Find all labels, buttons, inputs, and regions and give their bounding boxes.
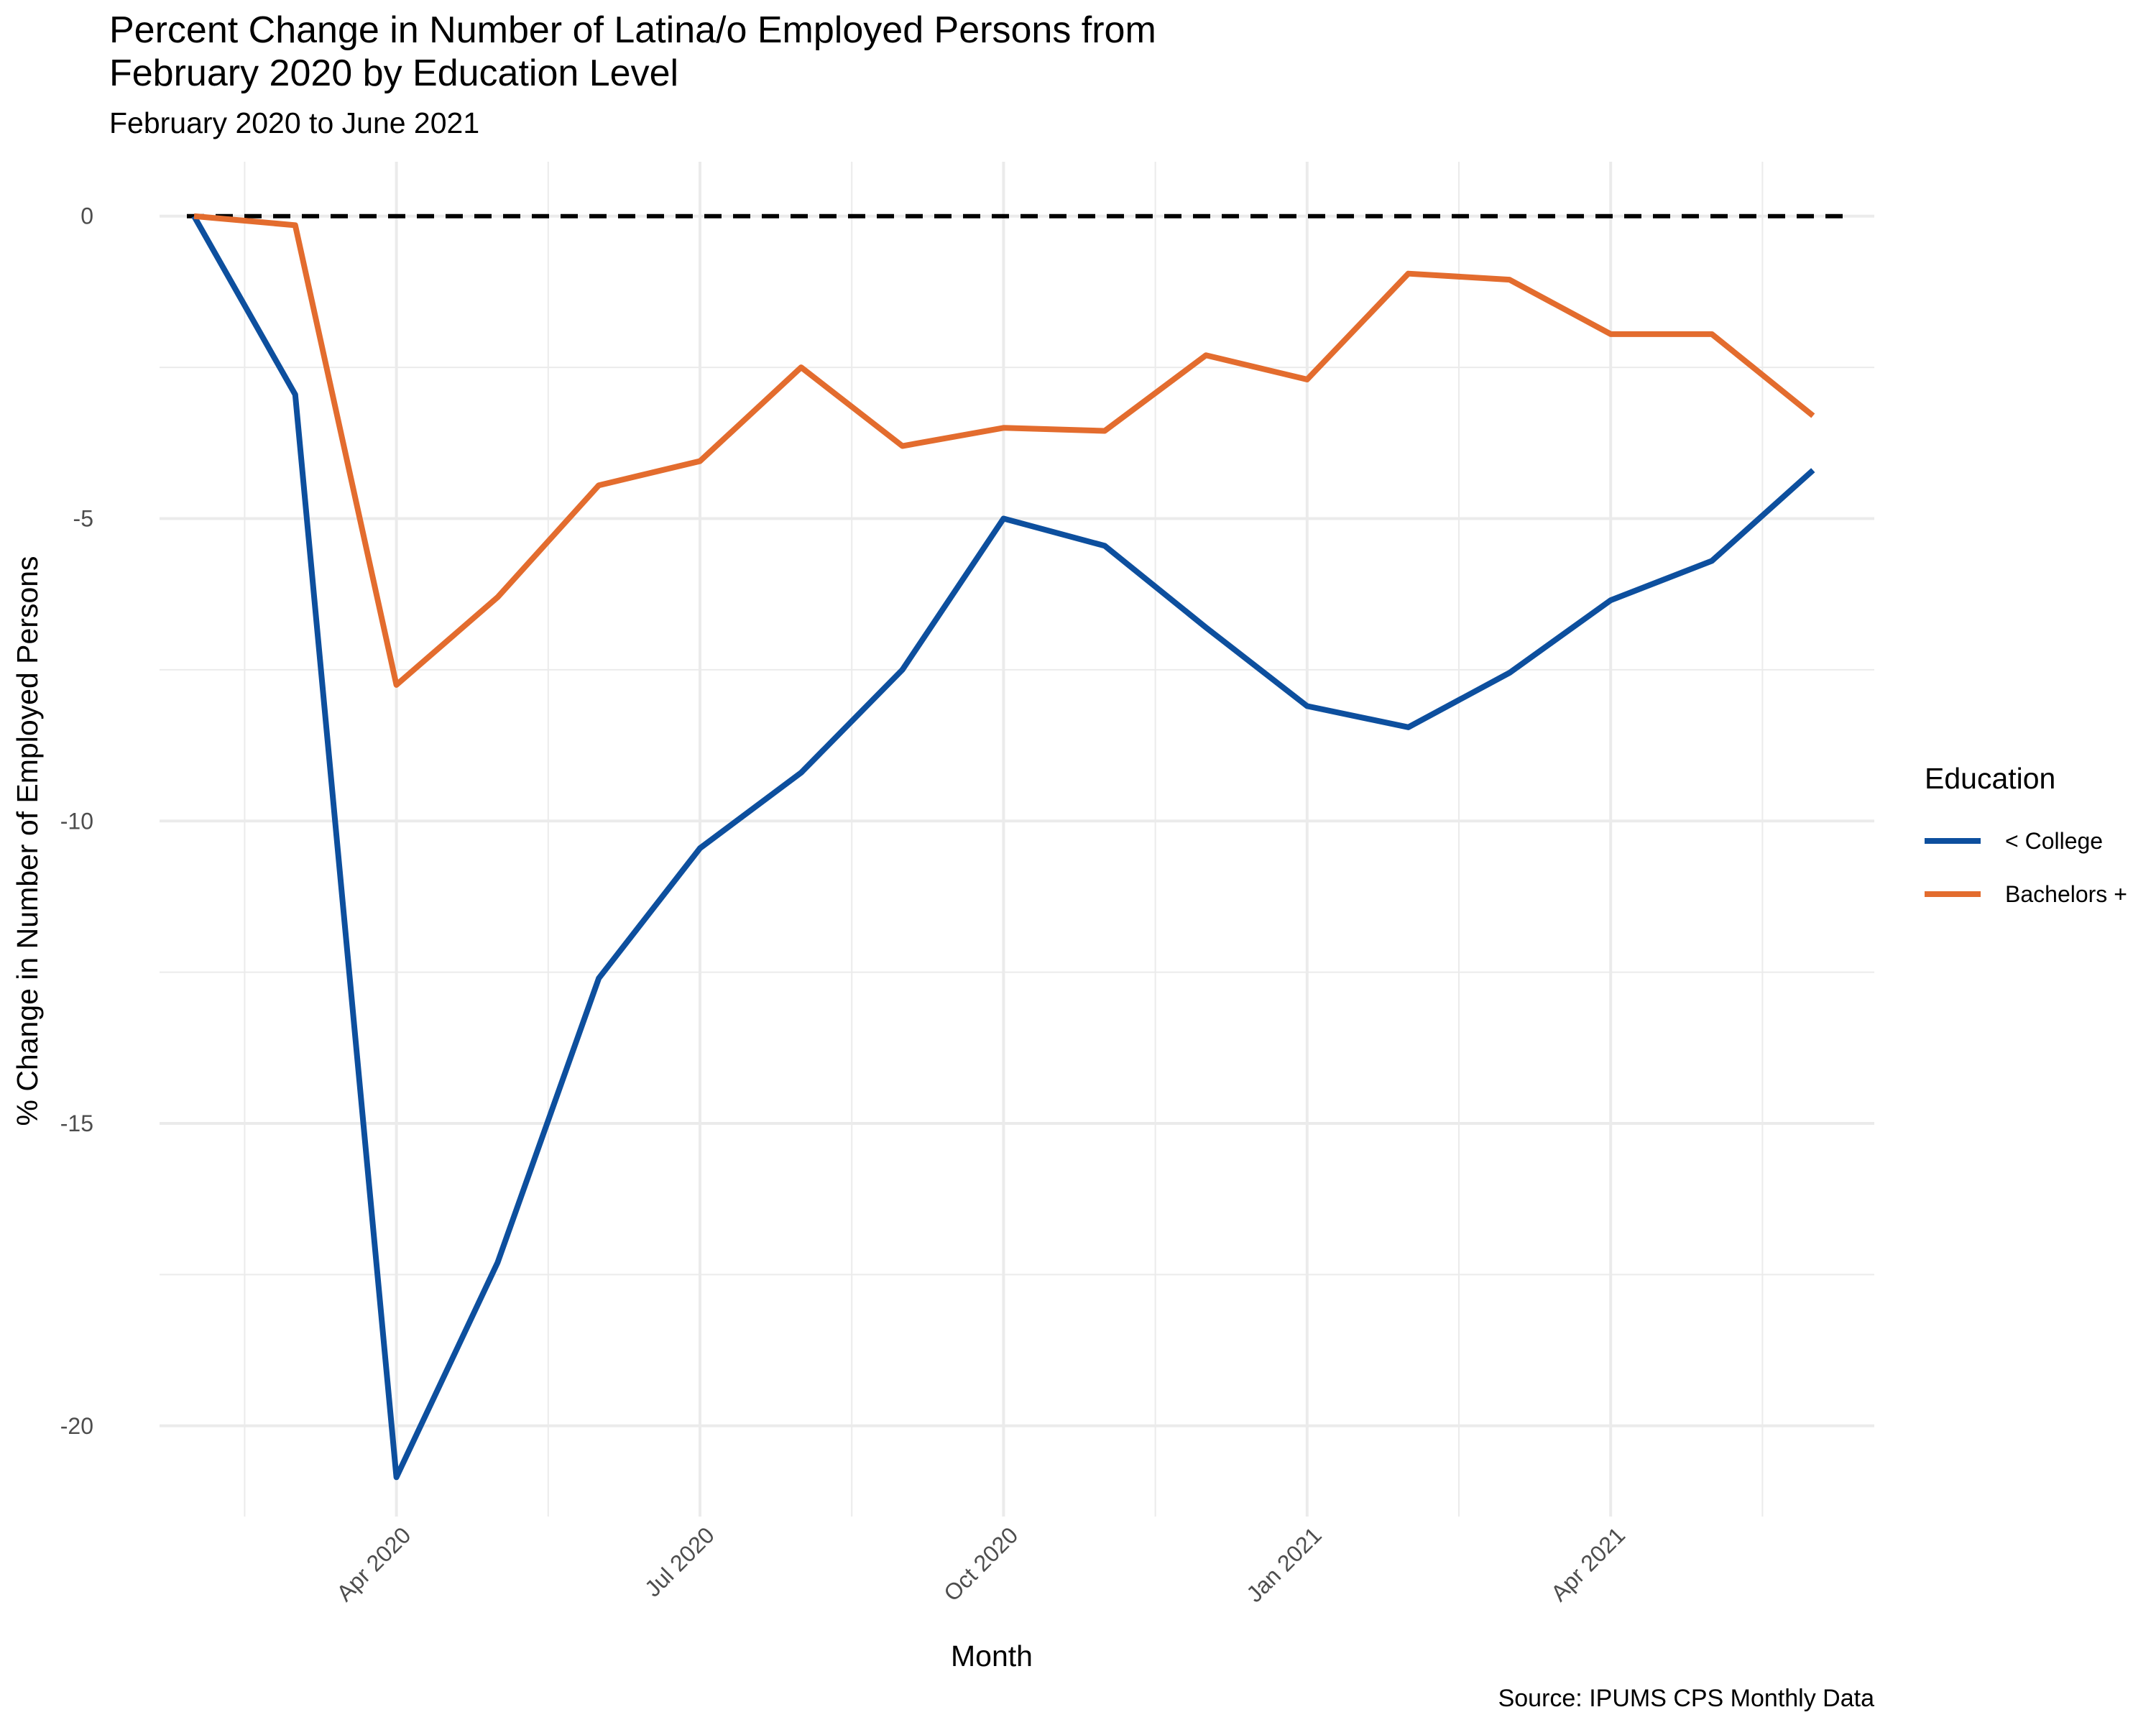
legend-item-college: < College [1925,814,2127,868]
chart-subtitle: February 2020 to June 2021 [109,106,480,139]
x-tick-label: Apr 2021 [1546,1522,1630,1606]
chart-title-line1: Percent Change in Number of Latina/o Emp… [109,9,1156,51]
legend-item-bachelors: Bachelors + [1925,868,2127,921]
chart-title: Percent Change in Number of Latina/o Emp… [109,9,1156,95]
chart-title-line2: February 2020 by Education Level [109,52,679,94]
y-tick-label: -20 [60,1413,93,1439]
x-axis-title: Month [951,1639,1033,1673]
x-tick-label: Apr 2020 [331,1522,415,1606]
x-tick-label: Oct 2020 [939,1522,1023,1606]
legend-key-bachelors [1925,891,1981,897]
y-axis-ticks: 0 -5 -10 -15 -20 [60,203,93,1439]
y-tick-label: -5 [73,505,93,531]
series-line-college [191,214,1815,1481]
series-lines [191,213,1815,1481]
legend-label-bachelors: Bachelors + [2005,880,2127,907]
legend-key-college [1925,838,1981,844]
grid-lines [160,162,1874,1517]
x-tick-label: Jan 2021 [1241,1522,1327,1607]
y-axis-title: % Change in Number of Employed Persons [11,556,44,1126]
y-tick-label: -15 [60,1110,93,1136]
legend-label-college: < College [2005,827,2104,854]
series-line-bachelors [193,213,1815,688]
legend: Education < College Bachelors + [1925,762,2127,921]
y-tick-label: 0 [80,203,93,229]
source-caption: Source: IPUMS CPS Monthly Data [1498,1685,1874,1712]
y-tick-label: -10 [60,808,93,834]
x-axis-ticks: Apr 2020 Jul 2020 Oct 2020 Jan 2021 Apr 2021 [331,1522,1630,1607]
legend-title: Education [1925,762,2056,795]
x-tick-label: Jul 2020 [640,1522,719,1601]
